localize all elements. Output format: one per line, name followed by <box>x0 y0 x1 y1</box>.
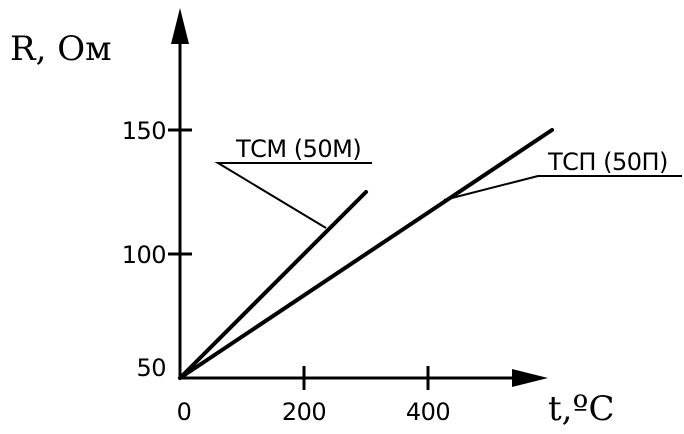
leader-line-tsm <box>214 162 372 229</box>
series-line-tsp <box>178 128 554 380</box>
y-tick-label: 100 <box>122 241 166 269</box>
ticks: 0 200 400 50 100 150 <box>122 117 451 426</box>
y-tick-label: 150 <box>122 117 166 145</box>
series-lines <box>178 128 554 380</box>
x-axis-title: t,ºC <box>548 389 614 429</box>
x-tick-label: 400 <box>406 398 450 426</box>
y-tick-label: 50 <box>136 354 166 382</box>
x-tick-label: 200 <box>282 398 326 426</box>
series-label-tsm: ТСМ (50М) <box>235 135 361 163</box>
leader-line-tsp <box>443 175 682 201</box>
x-axis-arrow <box>512 369 548 387</box>
y-axis-title: R, Ом <box>10 29 112 69</box>
series-line-tsm <box>178 190 368 380</box>
x-tick-label: 0 <box>177 398 192 426</box>
series-label-tsp: ТСП (50П) <box>547 148 668 176</box>
axes <box>171 8 548 387</box>
leader-lines <box>214 162 682 229</box>
y-axis-arrow <box>171 8 189 44</box>
